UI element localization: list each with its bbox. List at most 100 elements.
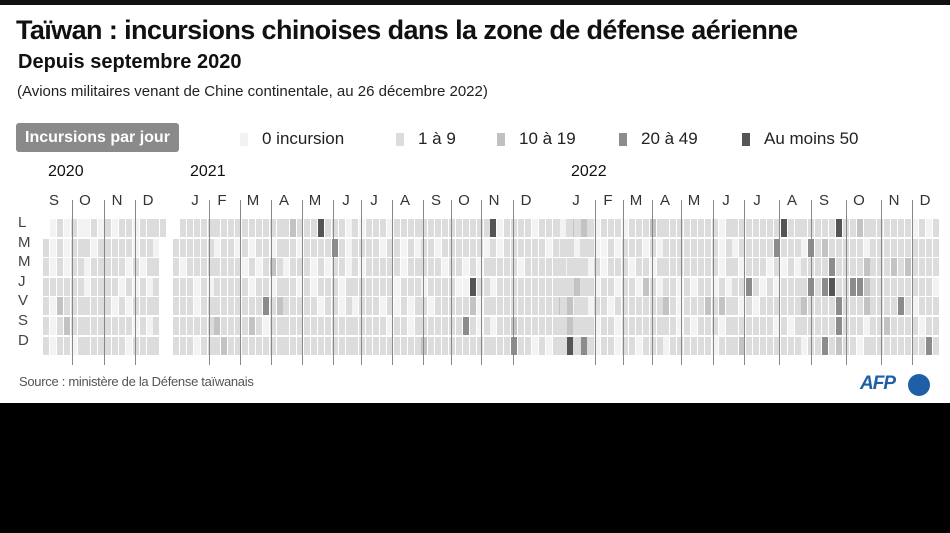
heatmap-cell <box>366 238 373 257</box>
heatmap-cell <box>435 238 442 257</box>
heatmap-cell <box>105 277 112 296</box>
month-separator <box>423 200 424 365</box>
heatmap-cell <box>56 258 63 277</box>
heatmap-cell <box>904 297 911 316</box>
heatmap-cell <box>84 336 91 355</box>
heatmap-cell <box>884 258 891 277</box>
heatmap-cell <box>462 277 469 296</box>
heatmap-cell <box>856 238 863 257</box>
month-separator <box>595 200 596 365</box>
heatmap-cell <box>125 258 132 277</box>
heatmap-cell <box>324 336 331 355</box>
heatmap-cell <box>469 277 476 296</box>
heatmap-cell <box>455 317 462 335</box>
heatmap-cell <box>628 336 635 355</box>
heatmap-cell <box>794 219 801 237</box>
month-separator <box>846 200 847 365</box>
heatmap-cell <box>153 297 160 316</box>
month-label: S <box>48 192 59 209</box>
heatmap-cell <box>670 336 677 355</box>
heatmap-cell <box>276 219 283 237</box>
heatmap-cell <box>283 297 290 316</box>
heatmap-cell <box>911 297 918 316</box>
heatmap-cell <box>455 238 462 257</box>
heatmap-cell <box>317 238 324 257</box>
heatmap-cell <box>608 258 615 277</box>
heatmap-cell <box>304 317 311 335</box>
heatmap-cell <box>91 297 98 316</box>
heatmap-cell <box>704 336 711 355</box>
heatmap-cell <box>63 238 70 257</box>
heatmap-cell <box>290 336 297 355</box>
heatmap-cell <box>118 317 125 335</box>
heatmap-cell <box>904 277 911 296</box>
heatmap-cell <box>622 219 628 237</box>
heatmap-cell <box>656 317 663 335</box>
heatmap-cell <box>842 277 849 296</box>
heatmap-cell <box>559 317 566 335</box>
heatmap-cell <box>221 317 228 335</box>
heatmap-cell <box>462 336 469 355</box>
heatmap-cell <box>787 336 794 355</box>
heatmap-cell <box>504 219 511 237</box>
heatmap-cell <box>262 219 269 237</box>
heatmap-cell <box>449 219 455 237</box>
heatmap-cell <box>105 219 112 237</box>
heatmap-cell <box>442 277 449 296</box>
heatmap-cell <box>538 297 545 316</box>
heatmap-cell <box>884 238 891 257</box>
heatmap-cell <box>504 277 511 296</box>
heatmap-cell <box>283 277 290 296</box>
heatmap-cell <box>594 219 601 237</box>
heatmap-cell <box>842 258 849 277</box>
heatmap-cell <box>725 336 732 355</box>
heatmap-cell <box>91 336 98 355</box>
heatmap-cell <box>677 258 684 277</box>
heatmap-cell <box>573 238 580 257</box>
heatmap-cell <box>462 238 469 257</box>
heatmap-cell <box>766 277 773 296</box>
heatmap-cell <box>877 277 884 296</box>
heatmap-cell <box>518 277 524 296</box>
heatmap-cell <box>877 258 884 277</box>
heatmap-cell <box>449 238 455 257</box>
heatmap-cell <box>386 297 393 316</box>
heatmap-cell <box>822 219 829 237</box>
heatmap-cell <box>393 238 400 257</box>
heatmap-cell <box>766 219 773 237</box>
heatmap-cell <box>739 277 746 296</box>
heatmap-cell <box>84 258 91 277</box>
heatmap-cell <box>524 258 531 277</box>
heatmap-cell <box>359 336 366 355</box>
heatmap-cell <box>753 277 760 296</box>
heatmap-cell <box>684 238 691 257</box>
month-label: J <box>342 192 350 209</box>
heatmap-cell <box>663 258 670 277</box>
month-separator <box>681 200 682 365</box>
heatmap-cell <box>497 336 504 355</box>
heatmap-cell <box>262 336 269 355</box>
heatmap-cell <box>242 219 248 237</box>
legend-swatch-icon <box>497 132 505 146</box>
year-label: 2021 <box>190 163 226 180</box>
heatmap-cell <box>207 317 214 335</box>
heatmap-cell <box>193 258 200 277</box>
heatmap-cell <box>566 219 573 237</box>
month-label: N <box>888 192 900 209</box>
heatmap-cell <box>221 258 228 277</box>
heatmap-cell <box>304 297 311 316</box>
month-separator <box>209 200 210 365</box>
heatmap-cell <box>139 277 146 296</box>
heatmap-cell <box>918 336 925 355</box>
heatmap-cell <box>200 277 207 296</box>
heatmap-cell <box>153 336 160 355</box>
heatmap-cell <box>43 238 49 257</box>
heatmap-cell <box>186 238 193 257</box>
chart-card: Taïwan : incursions chinoises dans la zo… <box>0 5 950 403</box>
heatmap-cell <box>559 336 566 355</box>
heatmap-cell <box>228 317 235 335</box>
heatmap-cell <box>139 258 146 277</box>
afp-logo-dot-icon <box>908 374 930 396</box>
month-label: O <box>79 192 91 209</box>
heatmap-cell <box>77 258 84 277</box>
